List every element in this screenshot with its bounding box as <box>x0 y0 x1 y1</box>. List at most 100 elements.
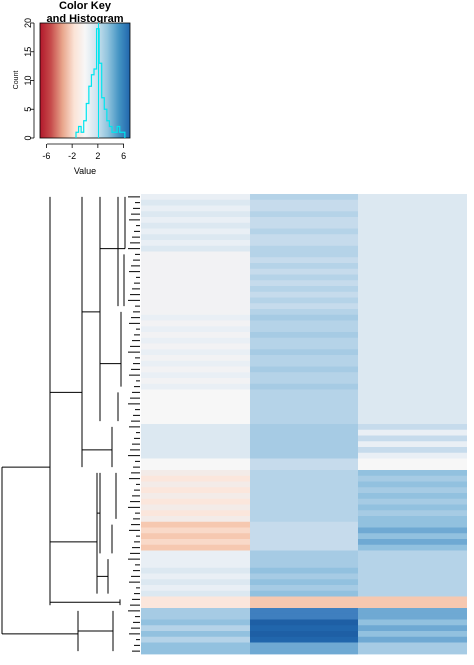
heatmap-cell <box>358 470 467 477</box>
heatmap-cell <box>250 585 358 592</box>
heatmap-cell <box>358 631 467 638</box>
heatmap-cell <box>141 199 250 206</box>
heatmap-cell <box>358 475 467 482</box>
heatmap-cell <box>250 539 358 546</box>
heatmap-cell <box>250 199 358 206</box>
heatmap-cell <box>250 378 358 385</box>
heatmap-cell <box>250 435 358 442</box>
heatmap-cell <box>250 291 358 298</box>
heatmap-cell <box>250 550 358 557</box>
heatmap-cell <box>358 337 467 344</box>
heatmap-cell <box>141 418 250 425</box>
heatmap-cell <box>141 320 250 327</box>
heatmap-cell <box>250 337 358 344</box>
heatmap-cell <box>250 418 358 425</box>
heatmap-cell <box>250 470 358 477</box>
heatmap-cell <box>358 240 467 247</box>
heatmap-cell <box>141 608 250 615</box>
heatmap-cell <box>358 579 467 586</box>
heatmap-cell <box>141 372 250 379</box>
heatmap-cell <box>141 533 250 540</box>
heatmap-cell <box>250 590 358 597</box>
heatmap-cell <box>250 567 358 574</box>
heatmap-cell <box>141 504 250 511</box>
heatmap-cell <box>250 544 358 551</box>
heatmap-cell <box>141 631 250 638</box>
heatmap-cell <box>358 245 467 252</box>
heatmap-cell <box>250 447 358 454</box>
heatmap-cell <box>141 429 250 436</box>
heatmap-cell <box>141 527 250 534</box>
heatmap-cell <box>250 343 358 350</box>
heatmap-cell <box>250 613 358 620</box>
heatmap-cell <box>250 314 358 321</box>
heatmap-cell <box>358 636 467 643</box>
heatmap-cell <box>250 349 358 356</box>
heatmap-cell <box>250 401 358 408</box>
heatmap-cell <box>141 326 250 333</box>
heatmap-cell <box>141 619 250 626</box>
heatmap-cell <box>141 401 250 408</box>
heatmap-cell <box>250 309 358 316</box>
heatmap-cell <box>358 608 467 615</box>
heatmap-cell <box>358 343 467 350</box>
heatmap-cell <box>358 481 467 488</box>
heatmap-cell <box>358 268 467 275</box>
heatmap-cell <box>250 504 358 511</box>
heatmap-cell <box>141 521 250 528</box>
heatmap-cell <box>250 332 358 339</box>
heatmap-cell <box>250 619 358 626</box>
heatmap-cell <box>250 372 358 379</box>
heatmap-cell <box>141 337 250 344</box>
heatmap-cell <box>250 240 358 247</box>
heatmap-cell <box>250 452 358 459</box>
color-key-histogram <box>75 23 126 138</box>
heatmap-cell <box>141 625 250 632</box>
heatmap-cell <box>358 550 467 557</box>
heatmap-cell <box>141 228 250 235</box>
heatmap-cell <box>141 343 250 350</box>
heatmap-cell <box>250 424 358 431</box>
heatmap-cell <box>250 297 358 304</box>
heatmap-cell <box>141 383 250 390</box>
heatmap-cell <box>141 389 250 396</box>
color-key-y-ticks: 0 5 10 15 20 <box>23 18 34 141</box>
heatmap-cell <box>358 429 467 436</box>
heatmap-cell <box>141 263 250 270</box>
heatmap-cell <box>358 504 467 511</box>
heatmap-cell <box>141 516 250 523</box>
heatmap-cell <box>250 608 358 615</box>
heatmap-cell <box>358 567 467 574</box>
heatmap-cell <box>358 194 467 201</box>
heatmap-cell <box>141 470 250 477</box>
heatmap-cell <box>358 360 467 367</box>
heatmap-cell <box>250 562 358 569</box>
heatmap-cell <box>358 585 467 592</box>
heatmap-cell <box>141 544 250 551</box>
heatmap-cell <box>141 475 250 482</box>
heatmap-cell <box>358 383 467 390</box>
heatmap-cell <box>250 579 358 586</box>
heatmap-cell <box>250 217 358 224</box>
color-key-x-tick-label: -6 <box>42 151 50 161</box>
heatmap-cell <box>358 424 467 431</box>
heatmap-cell <box>358 332 467 339</box>
heatmap-cell <box>358 516 467 523</box>
color-key-x-tick-label: -2 <box>68 151 76 161</box>
heatmap-cell <box>358 527 467 534</box>
heatmap-cell <box>250 631 358 638</box>
color-key-title-line2: and Histogram <box>46 13 123 25</box>
heatmap-cell <box>141 412 250 419</box>
heatmap-cell <box>358 487 467 494</box>
heatmap-cell <box>141 464 250 471</box>
heatmap-cell <box>358 573 467 580</box>
heatmap-cell <box>141 493 250 500</box>
heatmap-cell <box>141 648 250 655</box>
heatmap-cell <box>358 280 467 287</box>
heatmap-cell <box>141 395 250 402</box>
heatmap-cell <box>250 458 358 465</box>
heatmap-cell <box>250 521 358 528</box>
heatmap-cell <box>358 263 467 270</box>
heatmap-cell <box>141 234 250 241</box>
